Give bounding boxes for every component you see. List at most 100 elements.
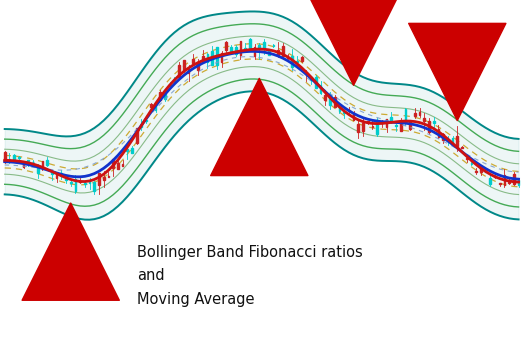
Bar — [46, 160, 48, 165]
Bar — [235, 47, 237, 54]
Bar — [65, 178, 67, 180]
Bar — [343, 112, 345, 113]
Bar — [183, 60, 185, 70]
Bar — [268, 51, 269, 55]
Bar — [27, 160, 29, 161]
Bar — [391, 117, 392, 120]
Bar — [428, 120, 430, 132]
Bar — [489, 178, 491, 184]
Bar — [244, 48, 246, 49]
Bar — [197, 62, 199, 70]
Bar — [37, 166, 39, 173]
Bar — [480, 168, 482, 172]
Bar — [61, 173, 62, 174]
Bar — [131, 148, 133, 153]
Bar — [206, 54, 208, 61]
Bar — [230, 47, 232, 51]
Bar — [117, 164, 119, 169]
Bar — [419, 112, 420, 115]
Bar — [310, 77, 312, 80]
Bar — [518, 180, 520, 185]
Bar — [93, 182, 95, 191]
Bar — [457, 136, 458, 146]
Bar — [127, 149, 128, 151]
Bar — [381, 121, 383, 123]
Bar — [334, 97, 335, 107]
Bar — [23, 164, 24, 167]
Bar — [178, 65, 180, 77]
Bar — [263, 42, 265, 49]
Bar — [202, 56, 203, 60]
Bar — [400, 121, 401, 130]
Bar — [414, 112, 416, 116]
Bar — [70, 182, 71, 183]
Bar — [216, 47, 218, 65]
Bar — [221, 53, 222, 62]
Bar — [438, 129, 439, 137]
Bar — [272, 45, 274, 46]
Bar — [494, 176, 496, 177]
Bar — [296, 61, 298, 62]
Bar — [145, 120, 147, 121]
Bar — [513, 175, 515, 184]
Bar — [461, 147, 463, 148]
Bar — [277, 50, 279, 55]
Bar — [423, 118, 425, 120]
Bar — [404, 109, 406, 122]
Bar — [475, 170, 477, 172]
Bar — [42, 161, 43, 169]
Bar — [51, 173, 53, 174]
Bar — [357, 124, 359, 132]
Bar — [452, 138, 454, 142]
Bar — [470, 163, 472, 164]
Bar — [259, 45, 260, 48]
Bar — [136, 128, 137, 143]
Bar — [376, 120, 378, 135]
Bar — [291, 57, 293, 67]
Bar — [56, 175, 58, 178]
Bar — [442, 134, 444, 140]
Bar — [169, 85, 171, 86]
Bar — [315, 77, 317, 88]
Bar — [164, 95, 166, 99]
Bar — [287, 56, 288, 58]
Bar — [254, 47, 256, 56]
Bar — [409, 120, 411, 129]
Bar — [103, 177, 105, 180]
Bar — [159, 92, 161, 100]
Bar — [367, 121, 369, 122]
Bar — [353, 113, 354, 120]
Bar — [301, 57, 303, 61]
Bar — [89, 180, 90, 183]
Bar — [18, 157, 20, 158]
Bar — [395, 125, 397, 126]
Bar — [150, 104, 152, 107]
Bar — [348, 110, 350, 111]
Bar — [499, 183, 501, 184]
Bar — [98, 173, 100, 185]
Bar — [306, 72, 307, 75]
Bar — [74, 179, 76, 190]
Bar — [338, 107, 340, 111]
Bar — [282, 46, 284, 56]
Bar — [240, 41, 241, 56]
Bar — [8, 158, 10, 162]
Bar — [249, 39, 251, 48]
Bar — [372, 126, 373, 127]
Bar — [122, 164, 124, 166]
Bar — [466, 158, 467, 159]
Bar — [84, 183, 86, 184]
Bar — [188, 67, 190, 73]
Bar — [112, 159, 114, 168]
Bar — [225, 42, 227, 50]
Bar — [508, 182, 510, 183]
Bar — [4, 152, 5, 162]
Bar — [79, 181, 81, 182]
Bar — [193, 59, 194, 63]
Bar — [320, 85, 322, 93]
Bar — [329, 96, 331, 105]
Text: Bollinger Band Fibonacci ratios
and
Moving Average: Bollinger Band Fibonacci ratios and Movi… — [137, 245, 363, 307]
Bar — [155, 105, 156, 110]
Bar — [174, 78, 175, 83]
Bar — [140, 124, 142, 127]
